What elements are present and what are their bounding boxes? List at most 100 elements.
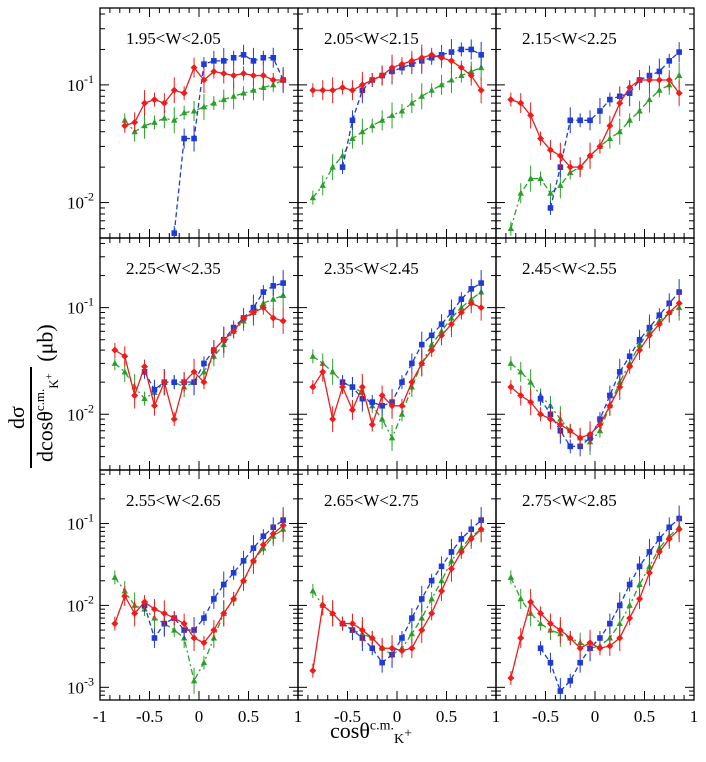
blue-point <box>181 135 187 142</box>
red-point <box>438 331 446 339</box>
blue-series-line <box>342 282 482 407</box>
blue-point <box>448 549 455 555</box>
blue-point <box>636 336 643 343</box>
red-point <box>170 86 178 94</box>
red-point <box>220 69 228 77</box>
blue-point <box>438 321 445 327</box>
panel-title: 2.15<W<2.25 <box>522 29 617 48</box>
blue-point <box>211 596 217 602</box>
green-point <box>537 620 544 627</box>
green-point <box>378 415 386 422</box>
green-point <box>141 395 148 402</box>
blue-point <box>369 399 376 405</box>
red-point <box>457 548 465 556</box>
red-point <box>556 421 564 429</box>
red-point <box>655 320 663 328</box>
blue-point <box>349 117 356 124</box>
red-point <box>576 434 584 442</box>
red-point <box>645 569 653 577</box>
panel-title: 1.95<W<2.05 <box>126 29 221 48</box>
red-point <box>358 626 366 634</box>
green-series-line <box>114 528 284 683</box>
red-point <box>160 99 168 107</box>
x-tick-label: -0.5 <box>334 707 361 726</box>
red-point <box>329 86 337 94</box>
red-point <box>111 620 119 628</box>
blue-point <box>557 688 564 694</box>
green-point <box>210 99 218 106</box>
green-point <box>171 116 178 123</box>
y-tick-label: 10-2 <box>67 401 94 424</box>
blue-point <box>369 645 376 652</box>
red-point <box>596 142 604 150</box>
panel-title: 2.75<W<2.85 <box>522 491 617 510</box>
blue-point <box>567 117 574 124</box>
red-point <box>368 76 376 84</box>
blue-point <box>656 312 663 318</box>
red-point <box>358 383 366 391</box>
red-point <box>626 363 634 371</box>
red-point <box>616 634 624 642</box>
blue-point <box>468 286 475 292</box>
red-point <box>190 368 198 376</box>
red-point <box>527 111 535 119</box>
green-point <box>319 181 326 188</box>
x-tick-label: 1 <box>294 707 303 726</box>
green-point <box>438 81 445 88</box>
panel-title: 2.55<W<2.65 <box>126 491 221 510</box>
panel-title: 2.35<W<2.45 <box>324 259 419 278</box>
blue-point <box>656 68 663 75</box>
green-point <box>527 175 534 182</box>
blue-point <box>607 96 613 103</box>
blue-point <box>607 620 613 627</box>
red-point <box>249 557 257 565</box>
red-point <box>447 565 455 573</box>
red-point <box>319 86 327 94</box>
red-point <box>131 118 139 126</box>
red-series-line <box>510 79 680 168</box>
red-point <box>418 359 426 367</box>
red-point <box>160 609 168 617</box>
red-point <box>121 352 129 360</box>
red-point <box>339 383 347 391</box>
green-point <box>180 109 188 116</box>
red-point <box>358 81 366 89</box>
blue-point <box>151 635 158 641</box>
green-point <box>111 359 119 366</box>
blue-point <box>171 379 178 385</box>
green-point <box>121 368 128 375</box>
red-point <box>131 609 139 617</box>
green-point <box>517 368 524 375</box>
red-point <box>259 541 267 549</box>
blue-point <box>458 46 465 53</box>
red-point <box>329 609 337 617</box>
red-point <box>319 601 327 609</box>
red-point <box>339 84 347 92</box>
blue-point <box>151 386 158 393</box>
green-point <box>190 107 198 114</box>
green-point <box>270 295 277 302</box>
red-point <box>121 122 129 130</box>
green-point <box>507 359 515 366</box>
x-tick-label: 0 <box>393 707 402 726</box>
red-point <box>586 430 594 438</box>
red-point <box>527 398 535 406</box>
green-point <box>636 107 643 114</box>
red-point <box>388 644 396 652</box>
red-point <box>586 152 594 160</box>
blue-point <box>379 659 385 666</box>
red-point <box>398 647 406 655</box>
x-tick-label: -1 <box>93 707 107 726</box>
blue-point <box>240 558 247 564</box>
green-point <box>220 96 227 103</box>
red-point <box>546 415 554 423</box>
red-point <box>378 391 386 399</box>
red-point <box>447 57 455 65</box>
red-point <box>438 587 446 595</box>
red-point <box>249 309 257 317</box>
red-point <box>348 620 356 628</box>
red-point <box>210 346 218 354</box>
red-point <box>428 609 436 617</box>
red-point <box>131 391 139 399</box>
red-point <box>309 86 317 94</box>
